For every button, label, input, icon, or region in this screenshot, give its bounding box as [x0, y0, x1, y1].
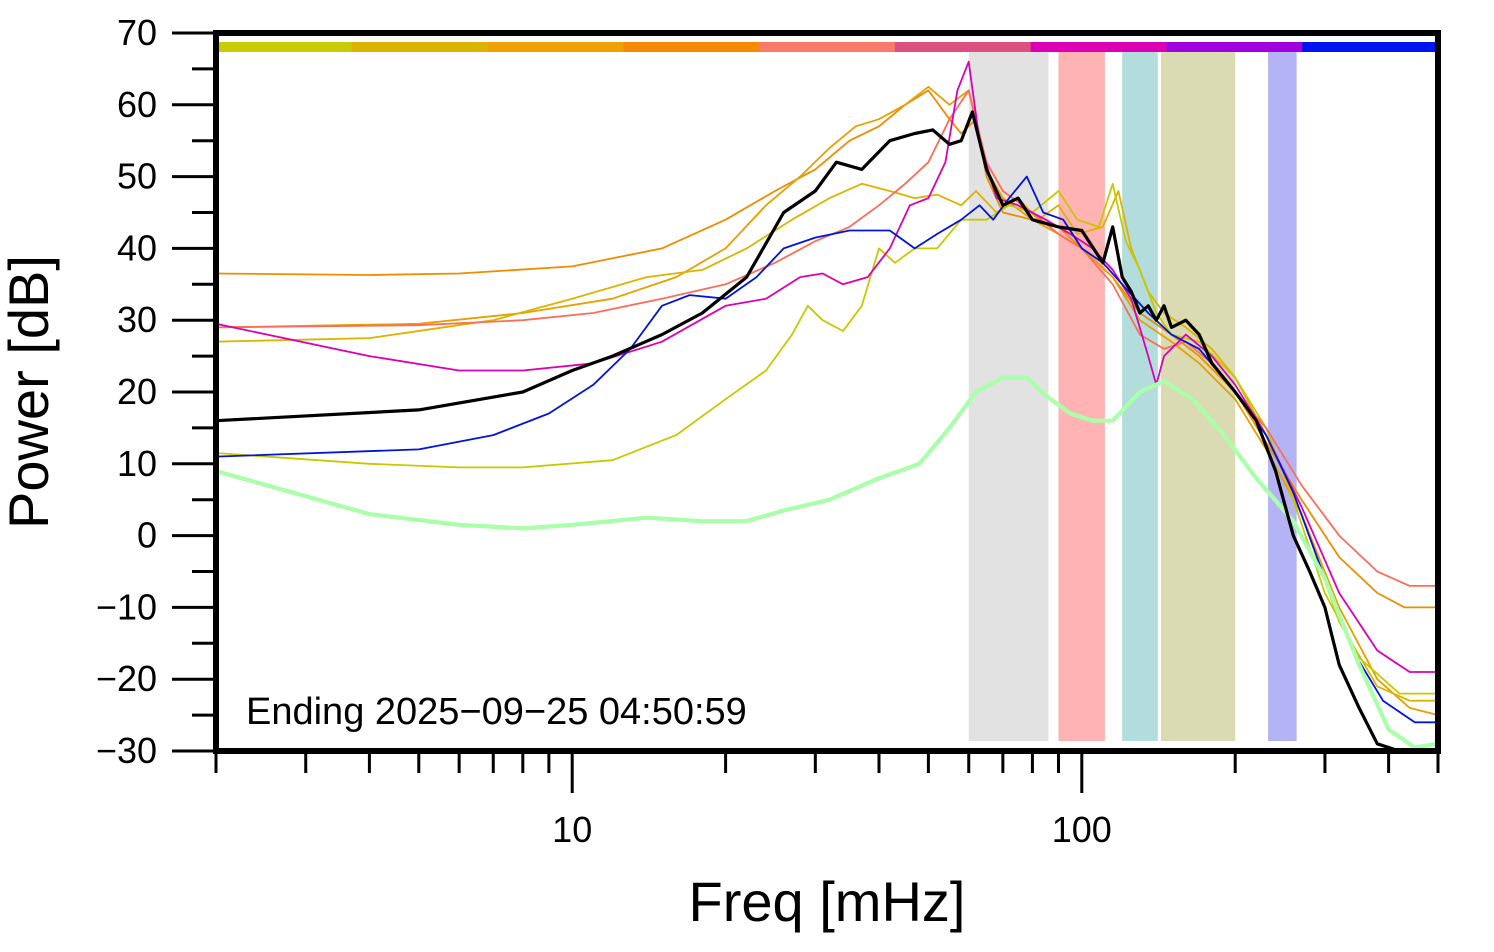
shaded-band-4 [1268, 52, 1297, 741]
ending-timestamp-annotation: Ending 2025−09−25 04:50:59 [246, 691, 747, 733]
shaded-band-1 [1058, 52, 1105, 741]
shaded-band-2 [1122, 52, 1158, 741]
series-line-1 [216, 89, 1438, 609]
y-tick-label: 40 [117, 227, 157, 268]
color-bar-segment-4 [759, 42, 896, 52]
y-tick-label: 70 [117, 12, 157, 53]
color-bar-segment-7 [1166, 42, 1303, 52]
series-line-0 [216, 110, 1438, 751]
y-axis-title: Power [dB] [0, 255, 60, 529]
color-bar-segment-3 [623, 42, 760, 52]
series-line-6 [216, 60, 1438, 673]
color-bar-segment-6 [1030, 42, 1167, 52]
series-line-3 [216, 182, 1438, 702]
x-axis-title: Freq [mHz] [689, 870, 966, 933]
shaded-band-0 [968, 52, 1049, 741]
color-bar-segment-1 [351, 42, 489, 52]
y-tick-label: 20 [117, 371, 157, 412]
y-tick-label: 50 [117, 156, 157, 197]
y-tick-label: −20 [96, 658, 157, 699]
series-line-7 [216, 175, 1438, 724]
shaded-band-3 [1160, 52, 1236, 741]
series-line-5 [216, 89, 1438, 587]
x-tick-label: 100 [1052, 809, 1112, 850]
color-bar-segment-2 [487, 42, 624, 52]
shaded-bands [968, 52, 1297, 741]
color-bar-segment-8 [1302, 42, 1439, 52]
series-lines [216, 60, 1438, 751]
x-axis-ticks: 10 100 [214, 751, 1440, 850]
color-bar-segment-5 [894, 42, 1032, 52]
y-axis-ticks: 70 60 50 40 30 20 10 0 −10 −20 −30 [96, 12, 216, 771]
series-line-8 [216, 375, 1438, 750]
y-tick-label: −10 [96, 586, 157, 627]
y-tick-label: 0 [137, 515, 157, 556]
y-tick-label: 60 [117, 84, 157, 125]
y-tick-label: 30 [117, 299, 157, 340]
series-line-2 [216, 85, 1438, 716]
plot-frame [213, 30, 1441, 754]
color-bar [216, 42, 1439, 52]
y-tick-label: −30 [96, 730, 157, 771]
color-bar-segment-0 [216, 42, 353, 52]
y-tick-label: 10 [117, 443, 157, 484]
x-tick-label: 10 [552, 809, 592, 850]
series-line-4 [216, 182, 1438, 695]
